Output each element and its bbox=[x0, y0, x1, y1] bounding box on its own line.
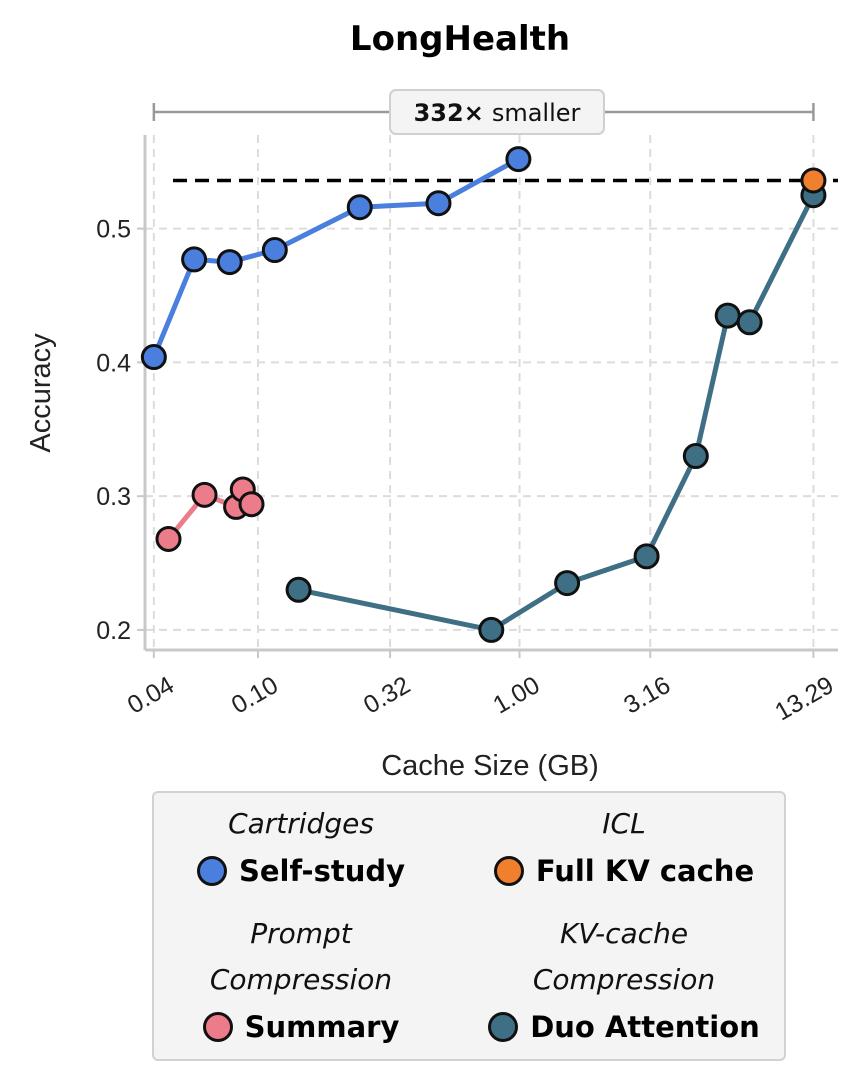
legend-title-kv-cache: KV-cache bbox=[559, 917, 689, 950]
series-line-self-study bbox=[151, 156, 521, 360]
legend-title-compression: Compression bbox=[209, 963, 393, 996]
grid bbox=[145, 135, 838, 650]
legend-marker-summary bbox=[202, 1012, 233, 1042]
annotation-bold-text: 332× bbox=[414, 99, 484, 127]
legend-label-full-kv-cache: Full KV cache bbox=[535, 854, 755, 888]
axes: 0.2 0.3 0.4 0.5 0.04 0.10 0.32 1.00 3.16 13.29 bbox=[96, 135, 838, 726]
legend-label-self-study: Self-study bbox=[238, 854, 406, 888]
legend-marker-duo-attention bbox=[488, 1012, 519, 1042]
point-self-study-6 bbox=[505, 146, 532, 173]
legend-marker-self-study bbox=[196, 856, 227, 886]
legend-entry-full-kv-cache: Full KV cache bbox=[474, 847, 774, 895]
series-layer bbox=[140, 146, 827, 643]
point-duo-attention-1 bbox=[478, 616, 505, 643]
point-duo-attention-5 bbox=[714, 302, 741, 329]
point-duo-attention-2 bbox=[554, 570, 581, 597]
point-self-study-0 bbox=[140, 344, 167, 371]
point-duo-attention-3 bbox=[633, 543, 660, 570]
x-tick-label-3: 1.00 bbox=[488, 671, 544, 720]
legend-title-cartridges: Cartridges bbox=[228, 807, 374, 840]
x-tick-label-1: 0.10 bbox=[227, 671, 283, 720]
legend-group-kv-cache-compression: KV-cache Compression Duo Attention bbox=[474, 911, 774, 1051]
point-self-study-4 bbox=[346, 194, 373, 221]
y-tick-label-0: 0.2 bbox=[96, 617, 131, 645]
point-duo-attention-6 bbox=[736, 309, 763, 336]
x-tick-label-5: 13.29 bbox=[770, 671, 838, 727]
legend-label-duo-attention: Duo Attention bbox=[530, 1010, 760, 1044]
annotation-normal-text: smaller bbox=[492, 99, 581, 127]
series-line-duo-attention bbox=[296, 192, 816, 633]
x-tick-label-4: 3.16 bbox=[619, 671, 675, 720]
legend-group-prompt-compression: Prompt Compression Summary bbox=[160, 911, 442, 1051]
annotation-text: 332× smaller bbox=[414, 99, 581, 127]
x-tick-label-0: 0.04 bbox=[123, 671, 179, 720]
legend-group-cartridges: Cartridges Self-study bbox=[160, 801, 442, 895]
legend-entry-duo-attention: Duo Attention bbox=[474, 1003, 774, 1051]
point-summary-0 bbox=[155, 525, 182, 552]
legend-label-summary: Summary bbox=[244, 1010, 400, 1044]
legend-entry-self-study: Self-study bbox=[160, 847, 442, 895]
point-summary-1 bbox=[191, 481, 218, 508]
point-self-study-2 bbox=[216, 249, 243, 276]
point-full-kv-cache-0 bbox=[800, 167, 827, 194]
legend-title-icl: ICL bbox=[602, 807, 646, 840]
y-tick-label-1: 0.3 bbox=[96, 483, 131, 511]
point-summary-4 bbox=[238, 491, 265, 518]
legend-group-icl: ICL Full KV cache bbox=[474, 801, 774, 895]
annotation-layer: 332× smaller bbox=[152, 89, 815, 135]
y-tick-label-2: 0.4 bbox=[96, 349, 131, 377]
point-duo-attention-0 bbox=[285, 576, 312, 603]
y-tick-label-3: 0.5 bbox=[96, 216, 131, 244]
point-duo-attention-4 bbox=[682, 443, 709, 470]
chart-title: LongHealth bbox=[350, 19, 570, 59]
legend: Cartridges Self-study ICL Full KV cache … bbox=[152, 791, 786, 1061]
legend-entry-summary: Summary bbox=[160, 1003, 442, 1051]
y-axis-label: Accuracy bbox=[25, 333, 57, 453]
point-self-study-1 bbox=[181, 246, 208, 273]
x-tick-label-2: 0.32 bbox=[359, 671, 415, 720]
legend-title-kv-compression: Compression bbox=[532, 963, 716, 996]
x-axis-label: Cache Size (GB) bbox=[381, 750, 599, 782]
annotation-box bbox=[389, 89, 605, 135]
point-self-study-3 bbox=[261, 237, 288, 264]
chart: LongHealth 0.2 0.3 0.4 0.5 0.04 0.10 0.32 1.00 3… bbox=[25, 19, 838, 782]
point-self-study-5 bbox=[425, 190, 452, 217]
legend-title-prompt: Prompt bbox=[250, 917, 352, 950]
legend-marker-full-kv-cache bbox=[493, 856, 524, 886]
